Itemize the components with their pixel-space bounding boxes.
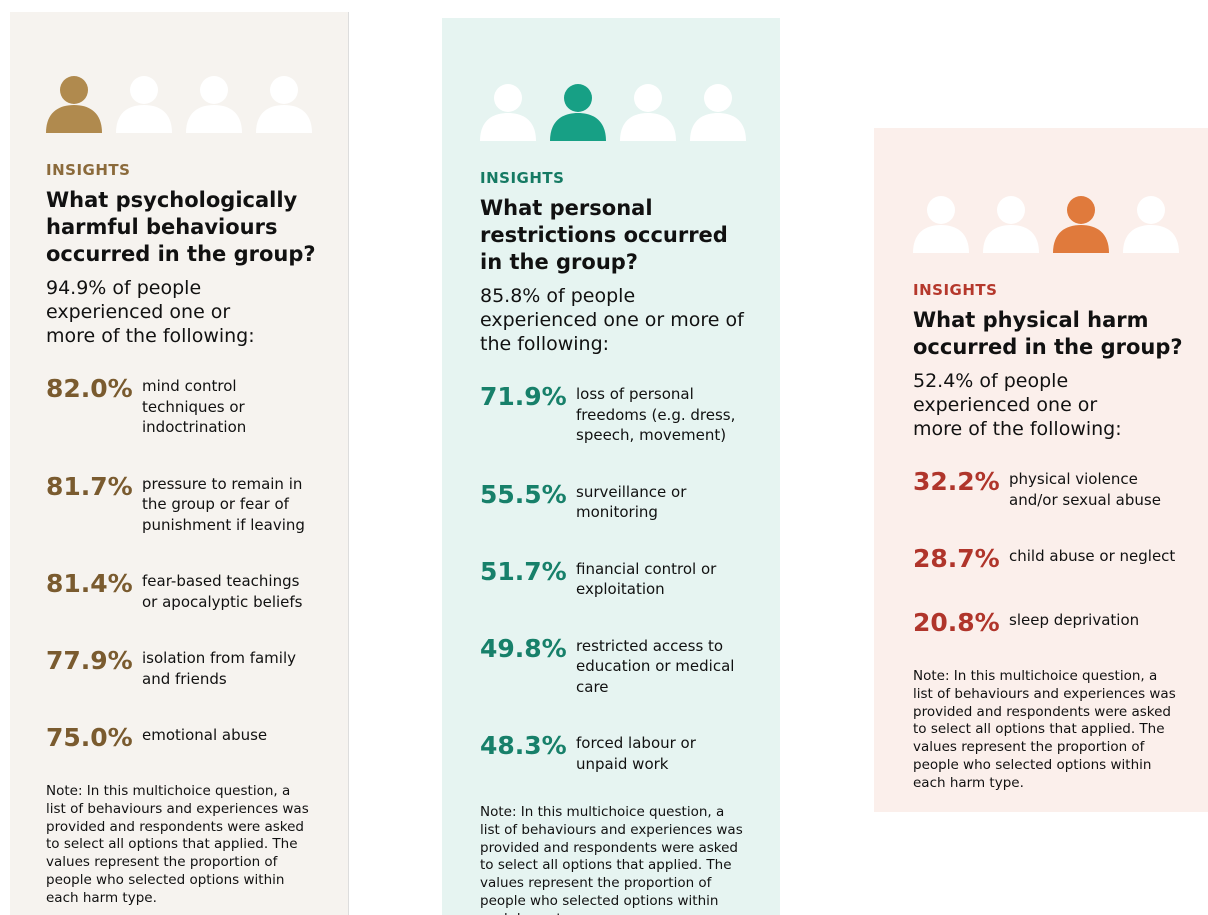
stat-item: 55.5% surveillance or monitoring [480, 480, 780, 523]
stat-list: 82.0% mind control techniques or indoctri… [46, 374, 348, 753]
stat-text: child abuse or neglect [1009, 547, 1176, 565]
stat-text: pressure to remain in the group or fear … [142, 474, 305, 534]
stat-item: 81.4% fear-based teachings or apocalyptic… [46, 569, 348, 612]
stat-list: 32.2% physical violence and/or sexual abu… [913, 467, 1208, 638]
card-label: INSIGHTS [480, 169, 565, 187]
stat-text: restricted access to education or medica… [576, 636, 735, 696]
stat-percent: 51.7% [480, 556, 567, 586]
stat-list: 71.9% loss of personal freedoms (e.g. dre… [480, 382, 780, 774]
stat-percent: 55.5% [480, 479, 567, 509]
stat-item: 20.8% sleep deprivation [913, 608, 1208, 638]
person-icon [690, 84, 746, 141]
person-icon [983, 196, 1039, 253]
card-summary: 85.8% of people experienced one or more … [480, 285, 744, 355]
stat-percent: 71.9% [480, 382, 567, 411]
stat-item: 82.0% mind control techniques or indoctri… [46, 374, 348, 438]
stat-text: mind control techniques or indoctrinatio… [142, 377, 247, 436]
stat-item: 81.7% pressure to remain in the group or … [46, 472, 348, 536]
stat-text: emotional abuse [142, 726, 268, 744]
stat-item: 48.3% forced labour or unpaid work [480, 731, 780, 774]
card-note: Note: In this multichoice question, a li… [913, 668, 1176, 791]
card-title: What physical harm occurred in the group… [913, 308, 1183, 359]
card-summary: 52.4% of people experienced one or more … [913, 370, 1122, 440]
person-icon [480, 84, 536, 141]
stat-text: isolation from family and friends [142, 649, 296, 688]
card-label: INSIGHTS [913, 281, 998, 299]
card-title: What personal restrictions occurred in t… [480, 196, 728, 274]
insight-card: INSIGHTS What psychologically harmful beh… [10, 12, 349, 915]
stat-percent: 81.7% [46, 471, 133, 501]
person-icon [620, 84, 676, 141]
stat-text: sleep deprivation [1009, 611, 1140, 629]
person-icon [550, 84, 606, 141]
person-icon [256, 76, 312, 133]
stat-item: 71.9% loss of personal freedoms (e.g. dre… [480, 382, 780, 446]
stat-item: 51.7% financial control or exploitation [480, 557, 780, 600]
stat-item: 77.9% isolation from family and friends [46, 646, 348, 689]
person-icon [186, 76, 242, 133]
stat-text: loss of personal freedoms (e.g. dress, s… [576, 385, 736, 444]
stat-percent: 48.3% [480, 731, 567, 760]
stat-percent: 81.4% [46, 569, 133, 598]
stat-percent: 75.0% [46, 723, 133, 752]
person-icon [1123, 196, 1179, 253]
person-icon [46, 76, 102, 133]
person-icons [46, 75, 348, 133]
person-icon [116, 76, 172, 133]
card-note: Note: In this multichoice question, a li… [46, 783, 309, 906]
insight-card: INSIGHTS What personal restrictions occur… [442, 18, 780, 915]
card-summary: 94.9% of people experienced one or more … [46, 277, 255, 347]
stat-percent: 28.7% [913, 544, 1000, 573]
stat-percent: 20.8% [913, 608, 1000, 637]
card-label: INSIGHTS [46, 161, 131, 179]
card-title: What psychologically harmful behaviours … [46, 188, 316, 266]
person-icons [480, 83, 780, 141]
stat-text: surveillance or monitoring [576, 482, 687, 522]
stat-percent: 32.2% [913, 467, 1000, 496]
stat-percent: 82.0% [46, 374, 133, 403]
stat-text: financial control or exploitation [576, 559, 717, 599]
stat-item: 49.8% restricted access to education or m… [480, 634, 780, 698]
stat-item: 75.0% emotional abuse [46, 723, 348, 753]
stat-percent: 49.8% [480, 633, 567, 663]
insight-card: INSIGHTS What physical harm occurred in t… [874, 128, 1208, 812]
stat-text: physical violence and/or sexual abuse [1009, 470, 1161, 509]
stat-text: fear-based teachings or apocalyptic beli… [142, 572, 303, 611]
stat-text: forced labour or unpaid work [576, 734, 696, 773]
stat-item: 28.7% child abuse or neglect [913, 544, 1208, 574]
person-icons [913, 195, 1208, 253]
person-icon [1053, 196, 1109, 253]
card-note: Note: In this multichoice question, a li… [480, 804, 743, 915]
stat-percent: 77.9% [46, 646, 133, 675]
person-icon [913, 196, 969, 253]
stat-item: 32.2% physical violence and/or sexual abu… [913, 467, 1208, 510]
